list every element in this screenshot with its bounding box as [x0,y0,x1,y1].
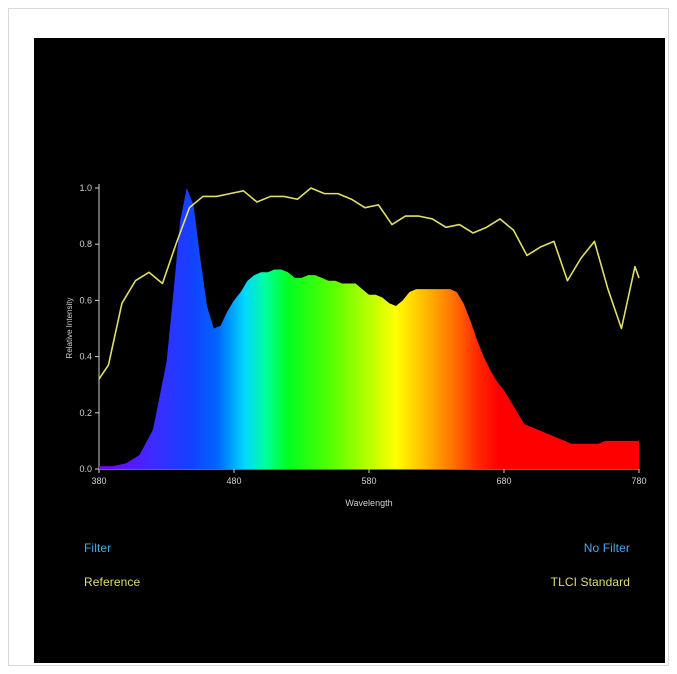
x-tick-label: 580 [361,476,376,486]
x-tick-label: 480 [226,476,241,486]
y-axis-label: Relative Intensity [65,298,74,359]
y-tick-label: 0.8 [79,239,92,249]
y-tick-label: 0.6 [79,295,92,305]
y-tick-label: 1.0 [79,183,92,193]
y-tick-label: 0.0 [79,464,92,474]
y-tick-label: 0.4 [79,352,92,362]
x-tick-label: 680 [496,476,511,486]
spectrum-chart: 0.0 0.2 0.4 0.6 0.8 1.0 380 480 580 680 780 Wavele… [65,183,647,508]
x-tick-label: 780 [631,476,646,486]
y-tick-label: 0.2 [79,408,92,418]
x-tick-label: 380 [91,476,106,486]
legend-no-filter: No Filter [583,541,630,555]
legend-filter: Filter [84,541,112,555]
series-filter-area [99,188,639,469]
chart-panel: 0.0 0.2 0.4 0.6 0.8 1.0 380 480 580 680 780 Wavele… [34,38,665,663]
tick-labels: 0.0 0.2 0.4 0.6 0.8 1.0 380 480 580 680 780 [79,183,646,486]
series-layer [98,187,640,469]
series-reference-line [98,187,640,380]
legend-tlci-standard: TLCI Standard [550,575,630,589]
image-frame: 0.0 0.2 0.4 0.6 0.8 1.0 380 480 580 680 780 Wavele… [8,8,669,666]
x-axis-label: Wavelength [345,498,392,508]
legend-reference: Reference [84,575,141,589]
